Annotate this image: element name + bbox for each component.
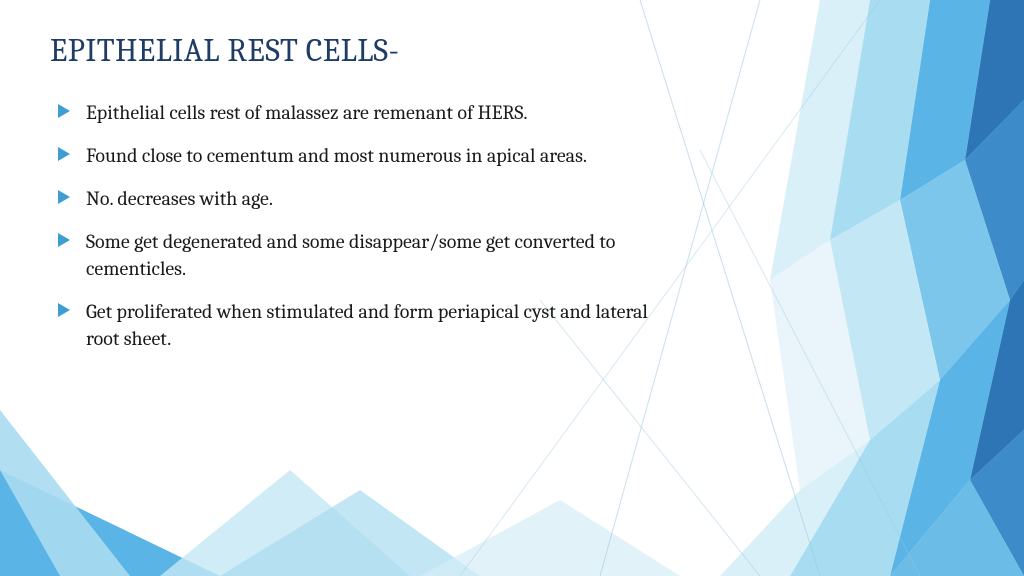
bullet-marker-icon <box>58 104 70 118</box>
bullet-text: Some get degenerated and some disappear/… <box>86 230 615 280</box>
bullet-item: Found close to cementum and most numerou… <box>58 142 670 169</box>
bullet-text: Get proliferated when stimulated and for… <box>86 300 648 350</box>
bullet-marker-icon <box>58 233 70 247</box>
bullet-list: Epithelial cells rest of malassez are re… <box>50 99 670 352</box>
bullet-text: No. decreases with age. <box>86 187 273 210</box>
bullet-item: Some get degenerated and some disappear/… <box>58 228 670 282</box>
bullet-text: Epithelial cells rest of malassez are re… <box>86 101 528 124</box>
slide-title: EPITHELIAL REST CELLS- <box>50 32 974 69</box>
bullet-item: Epithelial cells rest of malassez are re… <box>58 99 670 126</box>
bullet-item: Get proliferated when stimulated and for… <box>58 298 670 352</box>
bullet-marker-icon <box>58 147 70 161</box>
bullet-marker-icon <box>58 303 70 317</box>
bullet-item: No. decreases with age. <box>58 185 670 212</box>
bullet-text: Found close to cementum and most numerou… <box>86 144 587 167</box>
bullet-marker-icon <box>58 190 70 204</box>
